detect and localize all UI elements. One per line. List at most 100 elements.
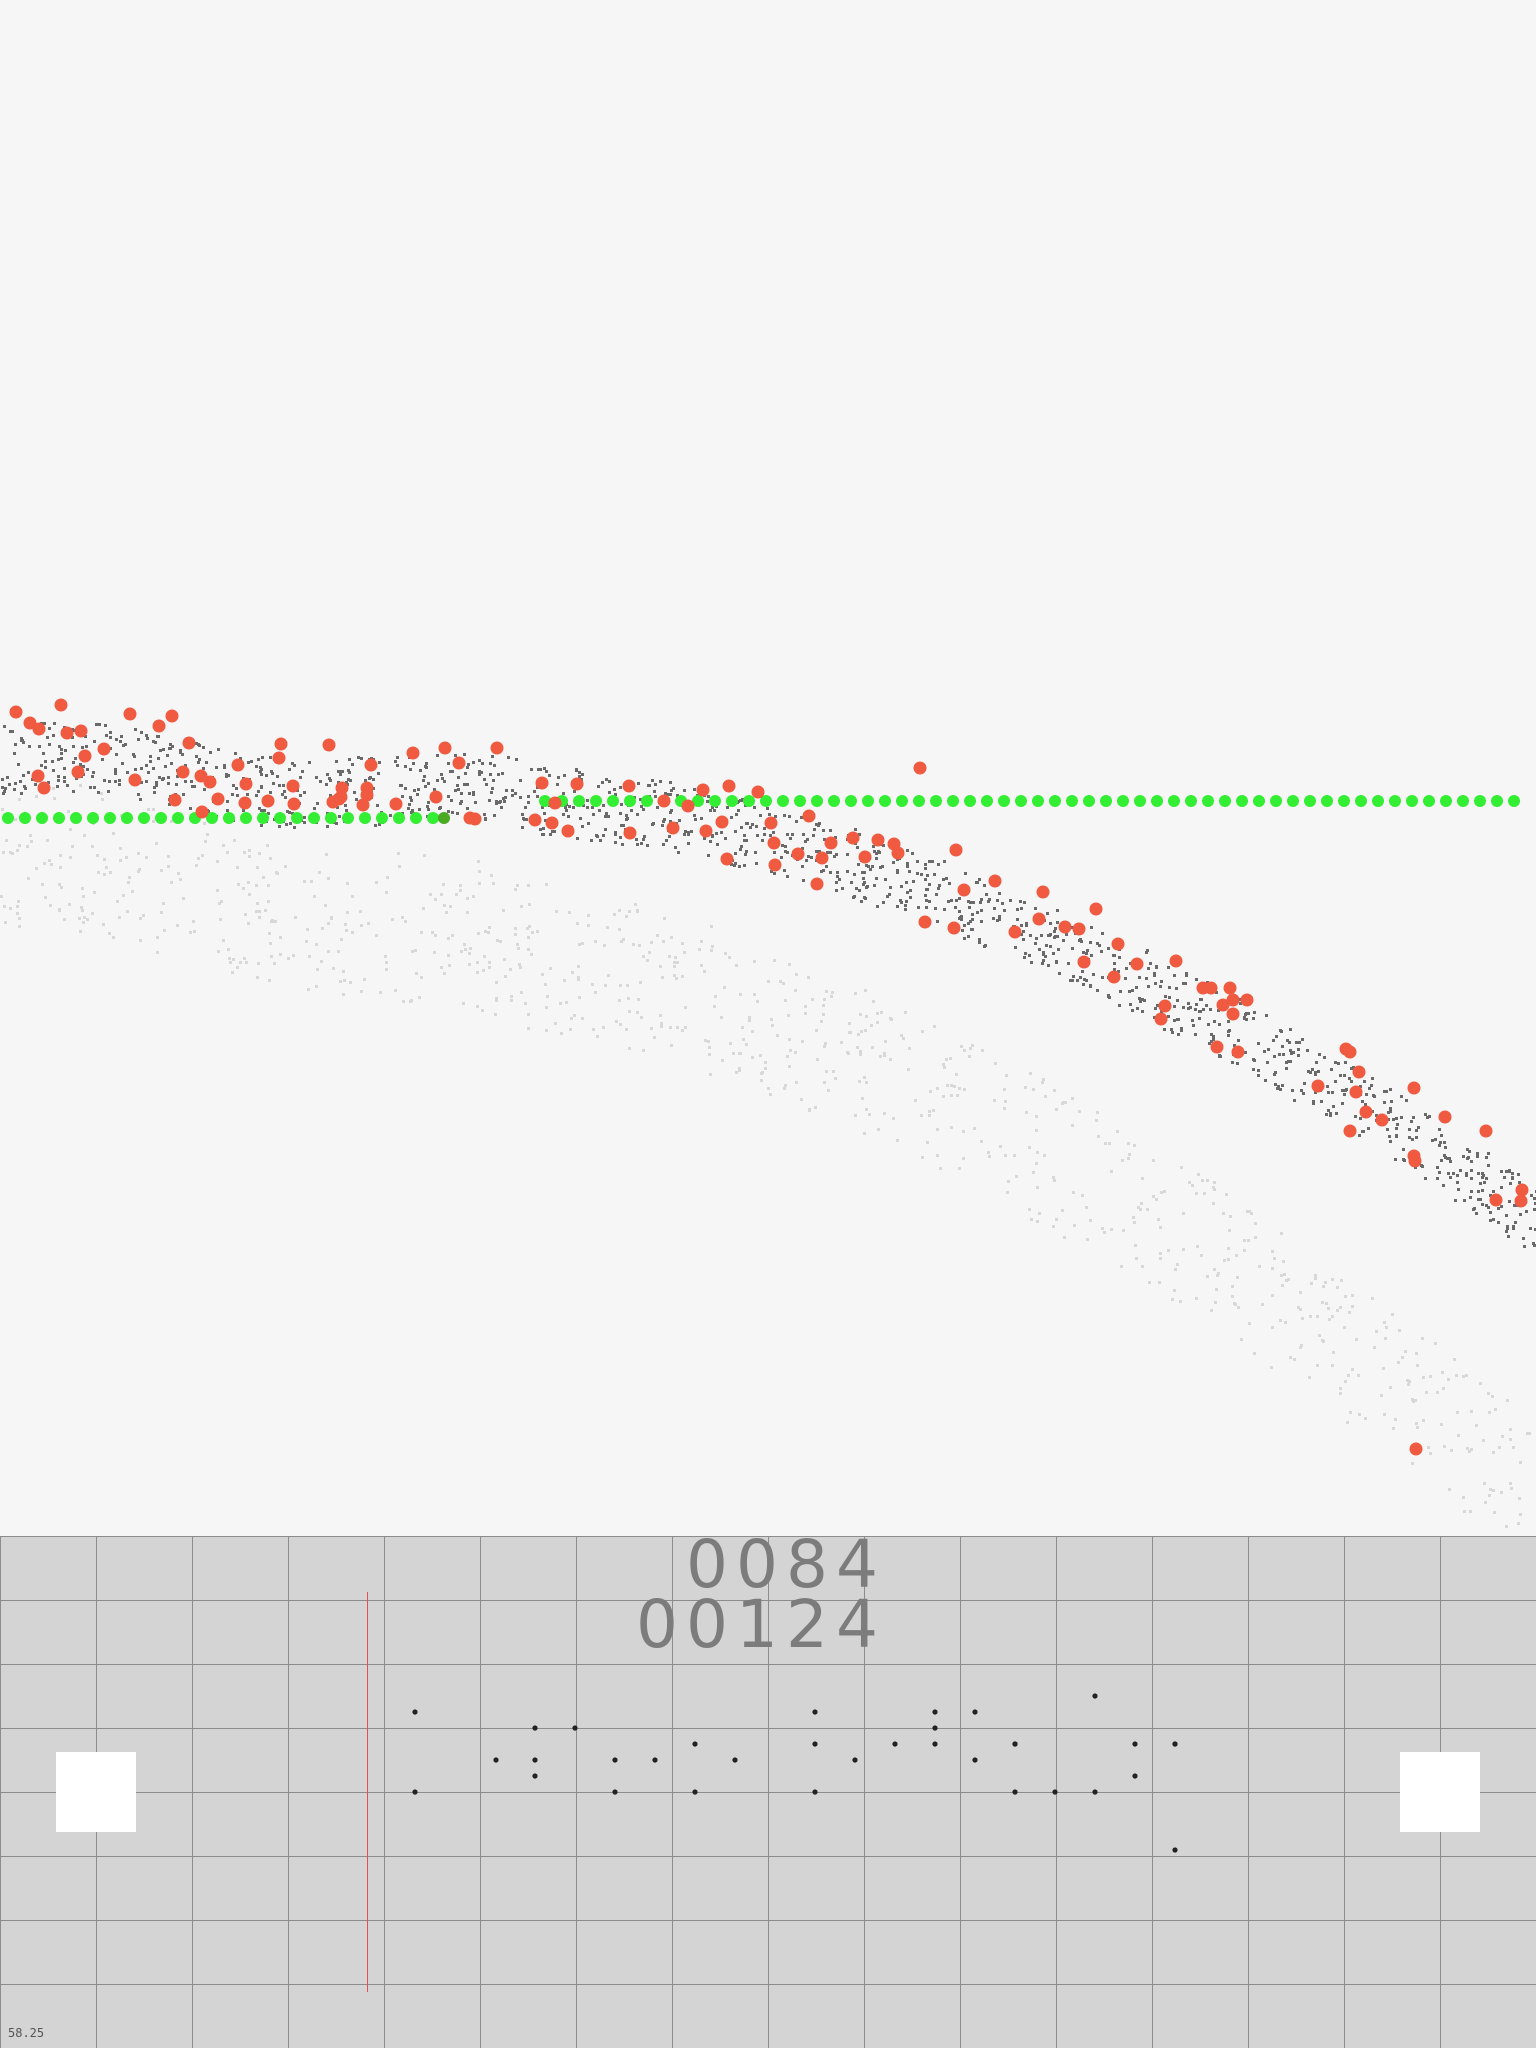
- terrain-cell: [1041, 962, 1044, 965]
- terrain-trail-cell: [342, 970, 345, 973]
- terrain-trail-cell: [287, 957, 290, 960]
- terrain-trail-cell: [739, 993, 742, 996]
- terrain-cell: [95, 723, 98, 726]
- terrain-cell: [1481, 1172, 1484, 1175]
- left-pad-button[interactable]: [56, 1752, 136, 1832]
- chain-node: [726, 795, 738, 807]
- terrain-cell: [783, 814, 786, 817]
- terrain-trail-cell: [48, 859, 51, 862]
- terrain-trail-cell: [1152, 1195, 1155, 1198]
- chain-node: [121, 812, 133, 824]
- terrain-trail-cell: [1025, 1111, 1028, 1114]
- terrain-trail-cell: [14, 818, 17, 821]
- terrain-cell: [457, 776, 460, 779]
- terrain-trail-cell: [315, 985, 318, 988]
- terrain-cell: [875, 877, 878, 880]
- terrain-trail-cell: [578, 943, 581, 946]
- terrain-trail-cell: [1336, 1309, 1339, 1312]
- terrain-trail-cell: [1258, 1265, 1261, 1268]
- terrain-cell: [1489, 1194, 1492, 1197]
- terrain-trail-cell: [237, 883, 240, 886]
- terrain-trail-cell: [1005, 1074, 1008, 1077]
- terrain-trail-cell: [1035, 1129, 1038, 1132]
- terrain-trail-cell: [830, 995, 833, 998]
- terrain-trail-cell: [44, 896, 47, 899]
- terrain-cell: [118, 779, 121, 782]
- terrain-cell: [597, 785, 600, 788]
- terrain-cell: [226, 809, 229, 812]
- terrain-cell: [980, 920, 983, 923]
- terrain-cell: [834, 836, 837, 839]
- terrain-cell: [281, 793, 284, 796]
- terrain-cell: [1385, 1090, 1388, 1093]
- player-chain: [2, 795, 1520, 824]
- right-pad-button[interactable]: [1400, 1752, 1480, 1832]
- playfield[interactable]: [0, 0, 1536, 1536]
- terrain-trail-cell: [524, 1002, 527, 1005]
- terrain-cell: [1446, 1157, 1449, 1160]
- sequencer-note: [412, 1789, 418, 1795]
- enemy-dot: [1226, 993, 1240, 1007]
- terrain-cell: [1276, 1087, 1279, 1090]
- terrain-cell: [1330, 1068, 1333, 1071]
- terrain-cell: [948, 882, 951, 885]
- terrain-cell: [614, 793, 617, 796]
- terrain-trail-cell: [788, 963, 791, 966]
- terrain-cell: [886, 895, 889, 898]
- terrain-cell: [42, 752, 45, 755]
- terrain-trail-cell: [889, 1017, 892, 1020]
- terrain-cell: [133, 755, 136, 758]
- terrain-cell: [1323, 1056, 1326, 1059]
- terrain-trail-cell: [795, 973, 798, 976]
- enemy-dot: [1032, 912, 1046, 926]
- terrain-cell: [52, 769, 55, 772]
- terrain-trail-cell: [434, 934, 437, 937]
- terrain-cell: [438, 807, 441, 810]
- terrain-trail-cell: [5, 839, 8, 842]
- terrain-cell: [715, 832, 718, 835]
- terrain-cell: [1523, 1245, 1526, 1248]
- terrain-trail-cell: [742, 1038, 745, 1041]
- terrain-trail-cell: [176, 924, 179, 927]
- terrain-trail-cell: [662, 940, 665, 943]
- terrain-trail-cell: [1042, 1078, 1045, 1081]
- terrain-trail-cell: [618, 928, 621, 931]
- terrain-cell: [278, 825, 281, 828]
- terrain-trail-cell: [822, 1004, 825, 1007]
- terrain-cell: [865, 886, 868, 889]
- terrain-cell: [642, 808, 645, 811]
- terrain-cell: [419, 769, 422, 772]
- terrain-trail-cell: [1373, 1346, 1376, 1349]
- terrain-trail-cell: [1273, 1257, 1276, 1260]
- terrain-cell: [1395, 1117, 1398, 1120]
- terrain-trail-cell: [1416, 1426, 1419, 1429]
- terrain-cell: [1173, 1019, 1176, 1022]
- terrain-cell: [783, 869, 786, 872]
- terrain-trail-cell: [514, 933, 517, 936]
- terrain-trail-cell: [963, 1049, 966, 1052]
- terrain-trail-cell: [1343, 1326, 1346, 1329]
- terrain-trail-cell: [628, 910, 631, 913]
- terrain-cell: [267, 812, 270, 815]
- terrain-cell: [202, 746, 205, 749]
- terrain-cell: [303, 821, 306, 824]
- sequencer-panel[interactable]: [0, 1536, 1536, 2048]
- terrain-trail-cell: [661, 976, 664, 979]
- terrain-cell: [1185, 972, 1188, 975]
- terrain-trail-cell: [279, 953, 282, 956]
- terrain-cell: [829, 829, 832, 832]
- terrain-cell: [20, 792, 23, 795]
- terrain-cell: [1314, 1071, 1317, 1074]
- terrain-cell: [745, 839, 748, 842]
- terrain-trail-cell: [16, 905, 19, 908]
- terrain-cell: [963, 937, 966, 940]
- terrain-cell: [105, 734, 108, 737]
- terrain-trail-cell: [1028, 1208, 1031, 1211]
- terrain-trail-cell: [514, 927, 517, 930]
- terrain-trail-cell: [980, 1140, 983, 1143]
- chain-node: [359, 812, 371, 824]
- terrain-cell: [544, 819, 547, 822]
- terrain-cell: [586, 806, 589, 809]
- terrain-cell: [1107, 947, 1110, 950]
- enemy-dot: [364, 758, 378, 772]
